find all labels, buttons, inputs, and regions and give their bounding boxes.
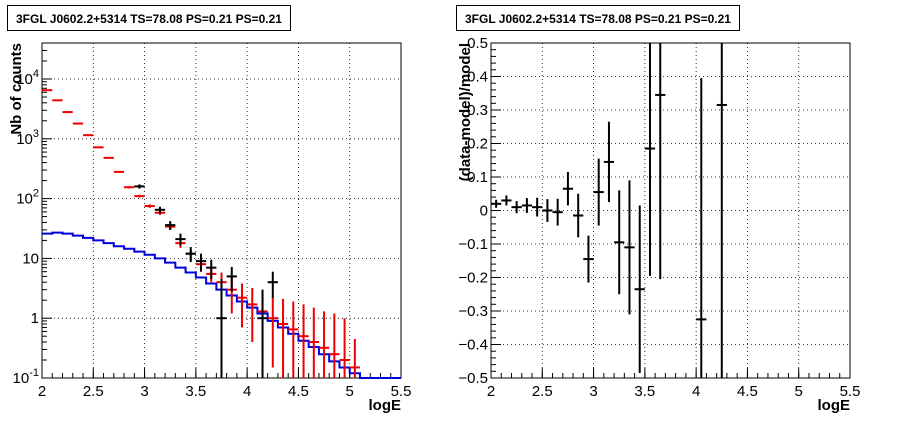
x-tick-label: 4.5 <box>737 383 758 400</box>
y-tick-label: −0.4 <box>458 337 488 354</box>
y-tick-label: 103 <box>16 128 39 148</box>
chart-title: 3FGL J0602.2+5314 TS=78.08 PS=0.21 PS=0.… <box>456 5 740 31</box>
y-axis-label: (data-model)/model <box>457 43 474 181</box>
x-tick-label: 4 <box>692 383 700 400</box>
x-tick-label: 4.5 <box>288 383 309 400</box>
y-tick-label: 10-1 <box>13 367 39 387</box>
x-tick-label: 3.5 <box>634 383 655 400</box>
x-axis-label: logE <box>818 397 851 414</box>
y-tick-label: −0.3 <box>458 303 488 320</box>
x-tick-label: 3.5 <box>185 383 206 400</box>
y-tick-label: 0.3 <box>467 102 488 119</box>
y-tick-label: −0.5 <box>458 370 488 387</box>
x-tick-label: 3 <box>140 383 148 400</box>
y-tick-label: 1 <box>31 310 39 327</box>
x-tick-label: 4 <box>243 383 251 400</box>
residual-panel: 2 2.5 3 3.5 4 4.5 5 5.5 logE −0.5 −0.4 −0.3 −0.2 −0.1… <box>449 0 898 421</box>
y-tick-label: 10 <box>22 250 39 267</box>
y-axis-label: Nb of counts <box>8 43 25 135</box>
x-tick-label: 2 <box>487 383 495 400</box>
chart-title: 3FGL J0602.2+5314 TS=78.08 PS=0.21 PS=0.… <box>7 5 291 31</box>
x-tick-label: 2.5 <box>532 383 553 400</box>
x-tick-label: 5 <box>795 383 803 400</box>
y-tick-label: 104 <box>16 68 39 88</box>
y-tick-label: 0.5 <box>467 35 488 52</box>
x-tick-label: 5.5 <box>391 383 412 400</box>
y-tick-label: 0.1 <box>467 169 488 186</box>
counts-panel: 2 2.5 3 3.5 4 4.5 5 5.5 logE 10-1 1 10 102 103 104 Nb o… <box>7 5 412 414</box>
x-tick-label: 2 <box>38 383 46 400</box>
y-tick-label: −0.1 <box>458 236 488 253</box>
x-tick-label: 5 <box>346 383 354 400</box>
x-tick-label: 2.5 <box>83 383 104 400</box>
x-tick-label: 3 <box>589 383 597 400</box>
x-axis-label: logE <box>369 397 402 414</box>
y-tick-label: 0.4 <box>467 69 488 86</box>
y-tick-label: 0 <box>480 203 488 220</box>
y-tick-label: −0.2 <box>458 270 488 287</box>
y-tick-label: 0.2 <box>467 136 488 153</box>
x-tick-label: 5.5 <box>840 383 861 400</box>
y-tick-label: 102 <box>16 188 39 208</box>
